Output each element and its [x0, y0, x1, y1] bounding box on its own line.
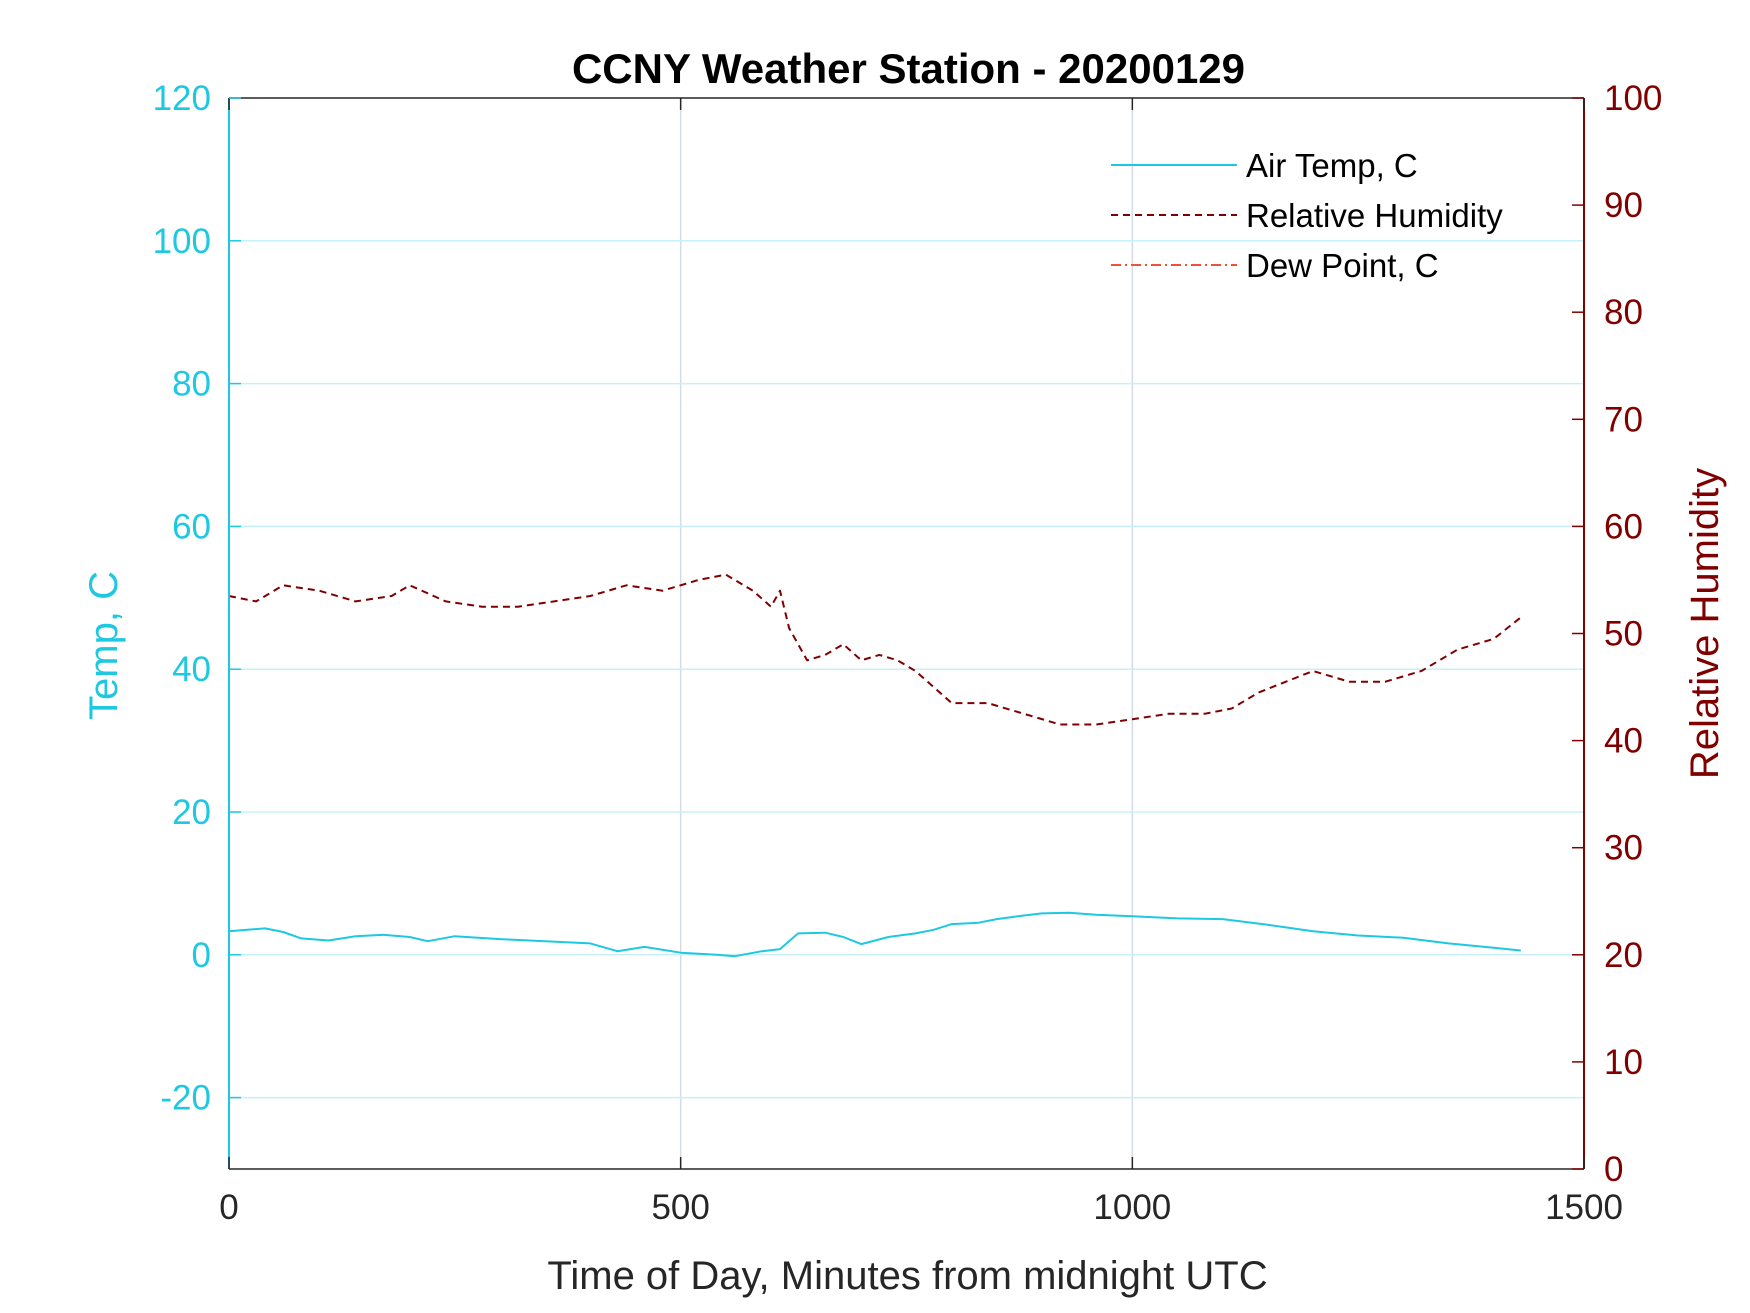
y-right-tick-label: 30: [1604, 829, 1643, 868]
y-left-tick-label: -20: [160, 1079, 211, 1118]
y-left-tick-label: 0: [192, 936, 211, 975]
x-tick-label: 1000: [1093, 1188, 1171, 1227]
y-right-tick-label: 50: [1604, 615, 1643, 654]
series-layer: [228, 573, 1522, 958]
y-left-tick-label: 100: [153, 222, 211, 261]
y-left-tick-label: 120: [153, 79, 211, 118]
x-axis-label: Time of Day, Minutes from midnight UTC: [547, 1254, 1267, 1298]
y-right-tick-label: 0: [1604, 1150, 1623, 1189]
grid: [229, 98, 1584, 1169]
x-tick-label: 500: [651, 1188, 709, 1227]
y-right-tick-label: 90: [1604, 186, 1643, 225]
legend: Air Temp, C Relative Humidity Dew Point, C: [1111, 147, 1503, 284]
y-axis-label-right: Relative Humidity: [1683, 468, 1727, 779]
y-right-tick-label: 10: [1604, 1043, 1643, 1082]
series-line-relative-humidity: [228, 573, 1522, 726]
y-right-tick-label: 40: [1604, 722, 1643, 761]
y-axis-label-left: Temp, C: [82, 571, 126, 720]
series-line-air-temp-c: [228, 911, 1521, 958]
y-right-tick-label: 20: [1604, 936, 1643, 975]
x-tick-label: 1500: [1545, 1188, 1623, 1227]
chart-title: CCNY Weather Station - 20200129: [572, 45, 1245, 92]
y-left-tick-label: 60: [172, 507, 211, 546]
y-left-tick-label: 40: [172, 650, 211, 689]
y-right-tick-label: 80: [1604, 293, 1643, 332]
y-left-tick-label: 80: [172, 365, 211, 404]
y-right-tick-label: 70: [1604, 400, 1643, 439]
y-right-tick-label: 60: [1604, 507, 1643, 546]
legend-label: Relative Humidity: [1246, 197, 1503, 234]
legend-label: Air Temp, C: [1246, 147, 1418, 184]
y-left-tick-label: 20: [172, 793, 211, 832]
axes: 0 500 1000 1500 -20 0 20 40 60 80 100 120 0 10 20 30 40 5…: [153, 79, 1663, 1227]
y-right-tick-label: 100: [1604, 79, 1662, 118]
legend-label: Dew Point, C: [1246, 247, 1439, 284]
x-tick-label: 0: [219, 1188, 238, 1227]
